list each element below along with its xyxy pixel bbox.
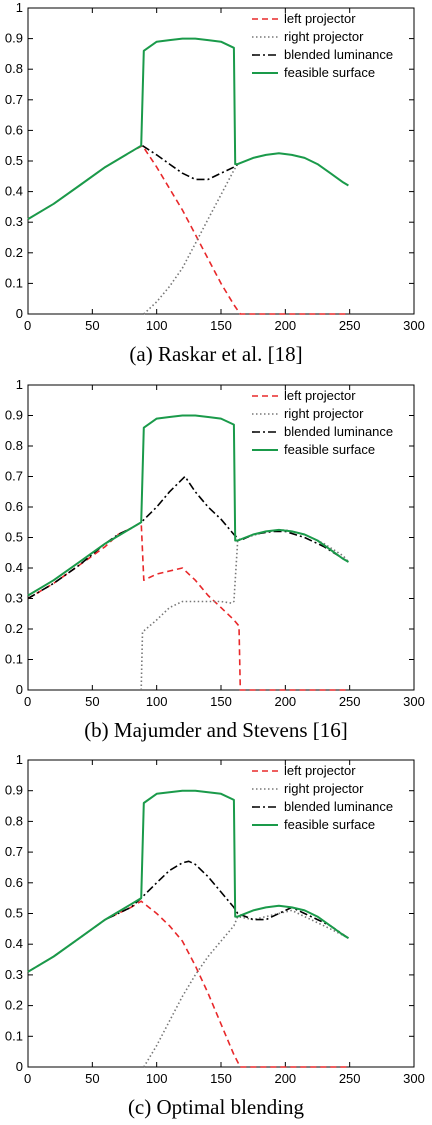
legend-label-blended-luminance: blended luminance <box>284 424 393 439</box>
legend-label-blended-luminance: blended luminance <box>284 47 393 62</box>
y-tick-label: 0.5 <box>5 153 23 168</box>
x-tick-label: 100 <box>146 1071 168 1086</box>
x-tick-label: 200 <box>274 318 296 333</box>
y-tick-label: 0.8 <box>5 438 23 453</box>
y-tick-label: 0.6 <box>5 122 23 137</box>
legend-label-left-projector: left projector <box>284 763 356 778</box>
y-tick-label: 0.2 <box>5 998 23 1013</box>
series-line-blended-luminance <box>142 145 239 181</box>
y-tick-label: 0.8 <box>5 813 23 828</box>
y-tick-label: 0 <box>16 682 23 697</box>
y-tick-label: 0.8 <box>5 61 23 76</box>
x-tick-label: 200 <box>274 1071 296 1086</box>
x-tick-label: 150 <box>210 1071 232 1086</box>
legend-label-left-projector: left projector <box>284 388 356 403</box>
x-tick-label: 0 <box>24 694 31 709</box>
y-tick-label: 0.5 <box>5 530 23 545</box>
y-tick-label: 0.6 <box>5 875 23 890</box>
series-line-blended-luminance <box>27 475 349 600</box>
series-line-right-projector <box>140 529 350 691</box>
y-tick-label: 0.7 <box>5 92 23 107</box>
chart-panel-2: 0 50 100 150 200 250 300 0 0.1 0.2 0.3 0.4 0.5 0.6 0.7… <box>5 377 425 742</box>
y-tick-label: 0.9 <box>5 31 23 46</box>
y-tick-label: 0.6 <box>5 499 23 514</box>
y-tick-label: 0.7 <box>5 469 23 484</box>
y-tick-label: 0.3 <box>5 967 23 982</box>
chart-panel-1: 0 50 100 150 200 250 300 0 0.1 0.2 0.3 0.4 0.5 0.6 0.7… <box>5 0 425 366</box>
series-line-right-projector <box>143 909 349 1068</box>
legend-label-feasible-surface: feasible surface <box>284 442 375 457</box>
series-line-blended-luminance <box>27 860 349 973</box>
x-tick-label: 50 <box>85 1071 99 1086</box>
y-tick-label: 0.1 <box>5 1028 23 1043</box>
x-tick-label: 50 <box>85 694 99 709</box>
x-tick-label: 250 <box>339 1071 361 1086</box>
y-tick-label: 0.9 <box>5 408 23 423</box>
legend-label-left-projector: left projector <box>284 11 356 26</box>
series-line-left-projector <box>27 521 350 691</box>
x-tick-label: 250 <box>339 318 361 333</box>
y-tick-label: 0 <box>16 1059 23 1074</box>
y-tick-label: 0.4 <box>5 560 23 575</box>
x-tick-label: 200 <box>274 694 296 709</box>
y-tick-label: 0.3 <box>5 591 23 606</box>
x-tick-label: 150 <box>210 694 232 709</box>
series-line-left-projector <box>27 144 350 315</box>
chart-panel-3: 0 50 100 150 200 250 300 0 0.1 0.2 0.3 0.4 0.5 0.6 0.7… <box>5 752 425 1119</box>
y-tick-label: 0 <box>16 306 23 321</box>
x-tick-label: 50 <box>85 318 99 333</box>
y-tick-label: 0.2 <box>5 245 23 260</box>
x-tick-label: 300 <box>403 318 425 333</box>
x-tick-label: 300 <box>403 1071 425 1086</box>
y-tick-label: 0.4 <box>5 936 23 951</box>
x-tick-label: 0 <box>24 318 31 333</box>
series-line-feasible-surface <box>27 37 349 220</box>
x-tick-label: 250 <box>339 694 361 709</box>
legend: left projector right projector blended lum… <box>252 388 393 457</box>
x-tick-label: 150 <box>210 318 232 333</box>
series-line-right-projector <box>143 163 239 315</box>
legend-label-feasible-surface: feasible surface <box>284 65 375 80</box>
chart-caption: (a) Raskar et al. [18] <box>129 342 302 366</box>
y-tick-label: 0.1 <box>5 275 23 290</box>
y-tick-label: 1 <box>16 0 23 15</box>
y-tick-label: 0.3 <box>5 214 23 229</box>
y-tick-label: 0.9 <box>5 783 23 798</box>
legend: left projector right projector blended lum… <box>252 763 393 832</box>
legend-label-right-projector: right projector <box>284 406 364 421</box>
x-tick-label: 300 <box>403 694 425 709</box>
chart-caption: (b) Majumder and Stevens [16] <box>84 718 348 742</box>
y-tick-label: 1 <box>16 377 23 392</box>
series-line-feasible-surface <box>27 414 349 597</box>
x-tick-label: 100 <box>146 694 168 709</box>
y-tick-label: 0.7 <box>5 844 23 859</box>
series-line-left-projector <box>27 900 350 1068</box>
legend: left projector right projector blended lum… <box>252 11 393 80</box>
y-tick-label: 1 <box>16 752 23 767</box>
x-tick-label: 100 <box>146 318 168 333</box>
y-tick-label: 0.5 <box>5 906 23 921</box>
legend-label-blended-luminance: blended luminance <box>284 799 393 814</box>
legend-label-feasible-surface: feasible surface <box>284 817 375 832</box>
legend-label-right-projector: right projector <box>284 781 364 796</box>
y-tick-label: 0.1 <box>5 652 23 667</box>
legend-label-right-projector: right projector <box>284 29 364 44</box>
y-tick-label: 0.4 <box>5 184 23 199</box>
y-tick-label: 0.2 <box>5 621 23 636</box>
series-line-feasible-surface <box>27 789 349 973</box>
x-tick-label: 0 <box>24 1071 31 1086</box>
chart-caption: (c) Optimal blending <box>128 1095 305 1119</box>
